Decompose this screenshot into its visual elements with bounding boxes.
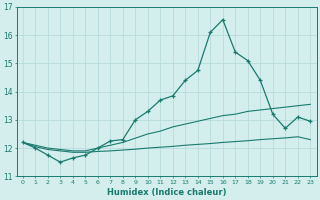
X-axis label: Humidex (Indice chaleur): Humidex (Indice chaleur): [107, 188, 226, 197]
